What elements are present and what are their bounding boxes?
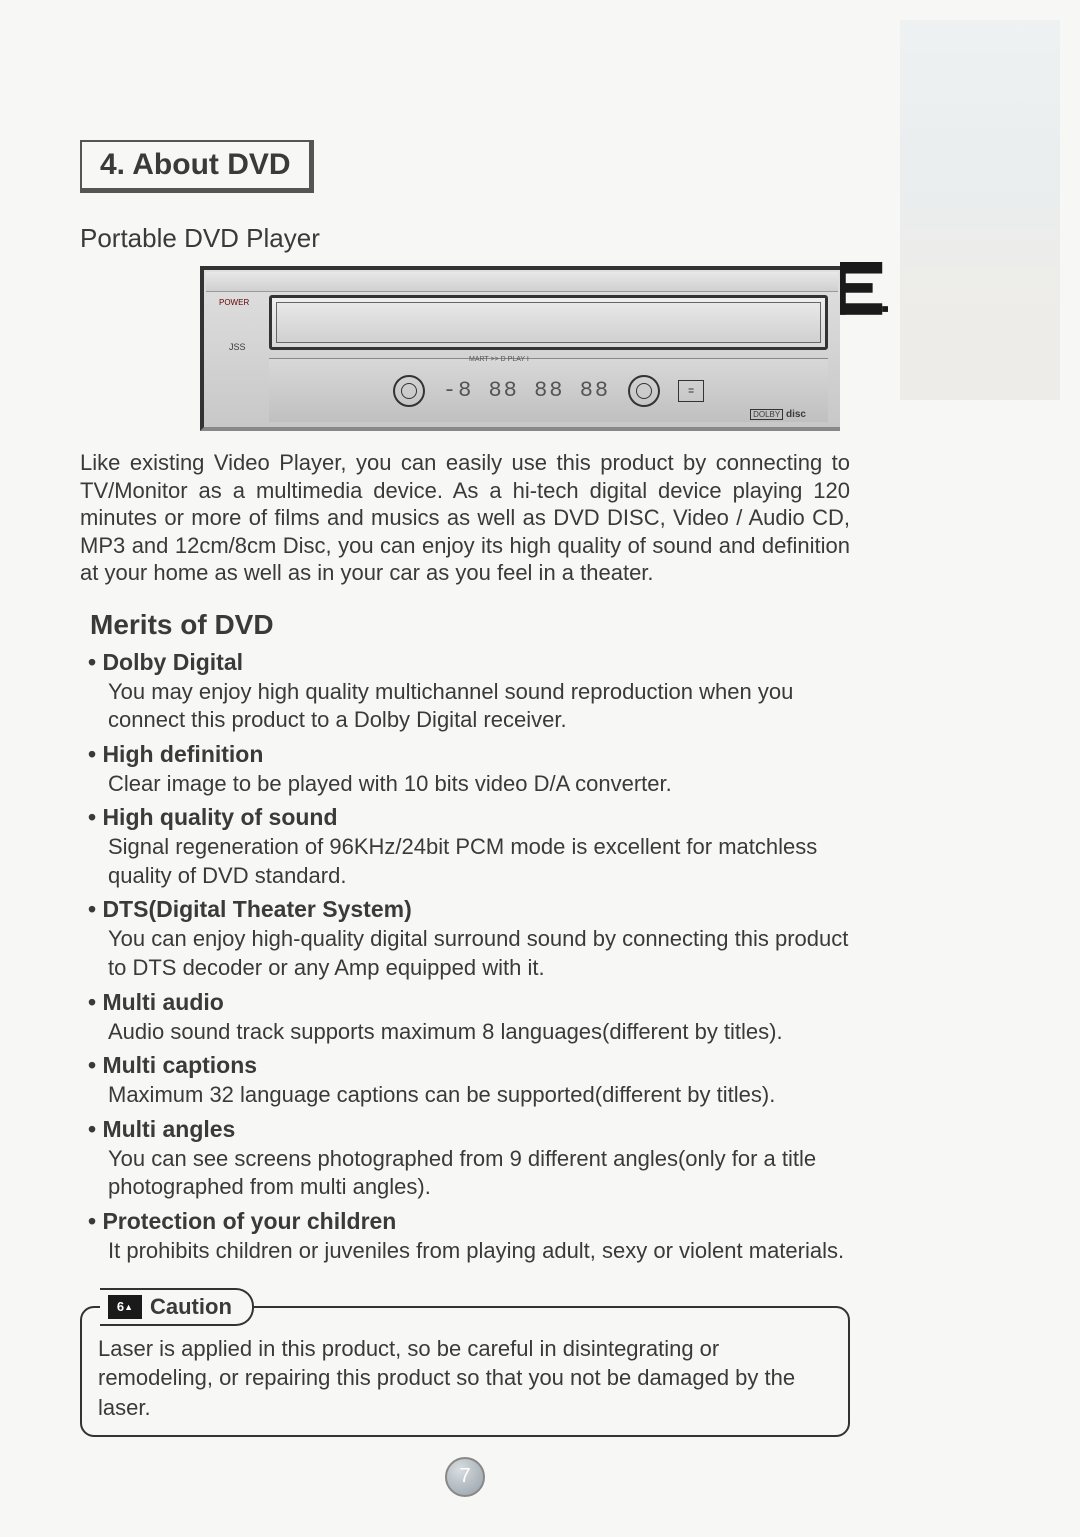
item-heading: • DTS(Digital Theater System) bbox=[88, 896, 850, 923]
item-heading: • Multi angles bbox=[88, 1116, 850, 1143]
scan-edge-artifact bbox=[900, 20, 1060, 400]
item-heading: • Protection of your children bbox=[88, 1208, 850, 1235]
subtitle: Portable DVD Player bbox=[80, 223, 850, 254]
section-title: About DVD bbox=[132, 148, 290, 181]
item-heading: • Dolby Digital bbox=[88, 649, 850, 676]
item-text: Audio sound track supports maximum 8 lan… bbox=[108, 1018, 850, 1047]
knob-left-icon bbox=[393, 375, 425, 407]
section-number: 4. bbox=[100, 148, 125, 181]
page-number-badge: 7 bbox=[445, 1457, 485, 1497]
power-label: POWER bbox=[219, 298, 249, 307]
segment-display: -8 88 88 88 bbox=[443, 378, 610, 403]
item-text: You can see screens photographed from 9 … bbox=[108, 1145, 850, 1202]
item-text: You may enjoy high quality multichannel … bbox=[108, 678, 850, 735]
item-heading: • Multi audio bbox=[88, 989, 850, 1016]
item-text: Signal regeneration of 96KHz/24bit PCM m… bbox=[108, 833, 850, 890]
intro-paragraph: Like existing Video Player, you can easi… bbox=[80, 449, 850, 587]
item-text: It prohibits children or juveniles from … bbox=[108, 1237, 850, 1266]
jss-label: JSS bbox=[229, 342, 246, 352]
item-heading: • Multi captions bbox=[88, 1052, 850, 1079]
page-content: 4. About DVD Portable DVD Player POWER J… bbox=[0, 0, 930, 1537]
player-screen-inner bbox=[276, 302, 821, 343]
item-heading: • High quality of sound bbox=[88, 804, 850, 831]
merits-list: • Dolby Digital You may enjoy high quali… bbox=[80, 649, 850, 1266]
knob-right-icon bbox=[628, 375, 660, 407]
item-text: You can enjoy high-quality digital surro… bbox=[108, 925, 850, 982]
item-text: Clear image to be played with 10 bits vi… bbox=[108, 770, 850, 799]
section-heading-box: 4. About DVD bbox=[80, 140, 314, 193]
caution-icon: 6▲ bbox=[108, 1295, 142, 1319]
caution-tab: 6▲ Caution bbox=[100, 1288, 254, 1326]
item-heading: • High definition bbox=[88, 741, 850, 768]
disc-label: DOLBY disc bbox=[750, 409, 806, 420]
dvd-player-illustration: POWER JSS MART >> D PLAY I -8 88 88 88 ≣… bbox=[200, 266, 840, 431]
mini-icon: ≣ bbox=[678, 380, 704, 402]
panel-tiny-text: MART >> D PLAY I bbox=[469, 356, 529, 363]
item-text: Maximum 32 language captions can be supp… bbox=[108, 1081, 850, 1110]
player-screen bbox=[269, 295, 828, 350]
merits-heading: Merits of DVD bbox=[90, 609, 850, 641]
e-badge bbox=[840, 262, 888, 322]
caution-label: Caution bbox=[150, 1294, 232, 1320]
player-top-bezel bbox=[206, 272, 838, 292]
caution-section: 6▲ Caution Laser is applied in this prod… bbox=[80, 1288, 850, 1437]
player-control-panel: MART >> D PLAY I -8 88 88 88 ≣ DOLBY dis… bbox=[269, 358, 828, 422]
